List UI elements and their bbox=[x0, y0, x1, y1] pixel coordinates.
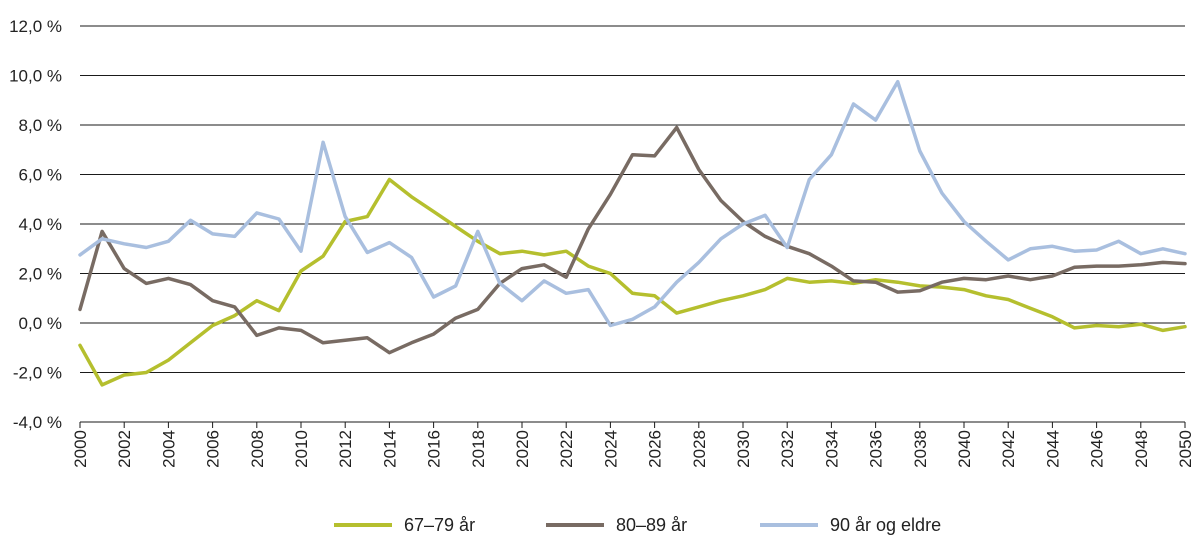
x-tick-label: 2040 bbox=[955, 430, 974, 468]
x-tick-label: 2008 bbox=[248, 430, 267, 468]
x-tick-label: 2046 bbox=[1088, 430, 1107, 468]
x-tick-label: 2018 bbox=[469, 430, 488, 468]
series-line-90-r-og-eldre bbox=[78, 79, 1187, 328]
x-tick-label: 2036 bbox=[867, 430, 886, 468]
x-tick-label: 2044 bbox=[1043, 430, 1062, 468]
x-tick-label: 2028 bbox=[690, 430, 709, 468]
x-tick-label: 2020 bbox=[513, 430, 532, 468]
x-tick-label: 2026 bbox=[646, 430, 665, 468]
y-tick-label: 4,0 % bbox=[19, 215, 62, 234]
x-tick-label: 2022 bbox=[557, 430, 576, 468]
x-tick-label: 2002 bbox=[115, 430, 134, 468]
y-tick-label: -2,0 % bbox=[13, 364, 62, 383]
x-tick-label: 2016 bbox=[425, 430, 444, 468]
x-tick-label: 2042 bbox=[999, 430, 1018, 468]
x-tick-label: 2012 bbox=[336, 430, 355, 468]
series-line-67-79-r bbox=[78, 177, 1187, 387]
x-tick-label: 2024 bbox=[601, 430, 620, 468]
y-tick-label: 2,0 % bbox=[19, 265, 62, 284]
y-axis: -4,0 % -2,0 % 0,0 % 2,0 % 4,0 % 6,0 % 8,0 % 10,… bbox=[9, 17, 62, 432]
gridlines bbox=[80, 25, 1185, 423]
x-axis: 2000 2002 2004 2006 2008 2010 2012 2014 2016 2018… bbox=[71, 422, 1195, 468]
x-tick-label: 2000 bbox=[71, 430, 90, 468]
series-line-80-89-r bbox=[78, 125, 1187, 355]
x-tick-label: 2014 bbox=[380, 430, 399, 468]
y-tick-label: 0,0 % bbox=[19, 314, 62, 333]
x-tick-label: 2030 bbox=[734, 430, 753, 468]
y-tick-label: -4,0 % bbox=[13, 413, 62, 432]
legend: 67–79 år 80–89 år 90 år og eldre bbox=[334, 515, 941, 535]
legend-label: 90 år og eldre bbox=[830, 515, 941, 535]
y-tick-label: 8,0 % bbox=[19, 116, 62, 135]
y-tick-label: 10,0 % bbox=[9, 67, 62, 86]
x-tick-label: 2034 bbox=[822, 430, 841, 468]
legend-label: 80–89 år bbox=[616, 515, 687, 535]
x-tick-label: 2032 bbox=[778, 430, 797, 468]
x-tick-label: 2006 bbox=[204, 430, 223, 468]
x-tick-label: 2050 bbox=[1176, 430, 1195, 468]
x-tick-label: 2004 bbox=[159, 430, 178, 468]
y-tick-label: 6,0 % bbox=[19, 166, 62, 185]
series-lines bbox=[78, 79, 1187, 387]
x-tick-label: 2010 bbox=[292, 430, 311, 468]
legend-label: 67–79 år bbox=[404, 515, 475, 535]
x-tick-label: 2038 bbox=[911, 430, 930, 468]
y-tick-label: 12,0 % bbox=[9, 17, 62, 36]
x-tick-label: 2048 bbox=[1132, 430, 1151, 468]
